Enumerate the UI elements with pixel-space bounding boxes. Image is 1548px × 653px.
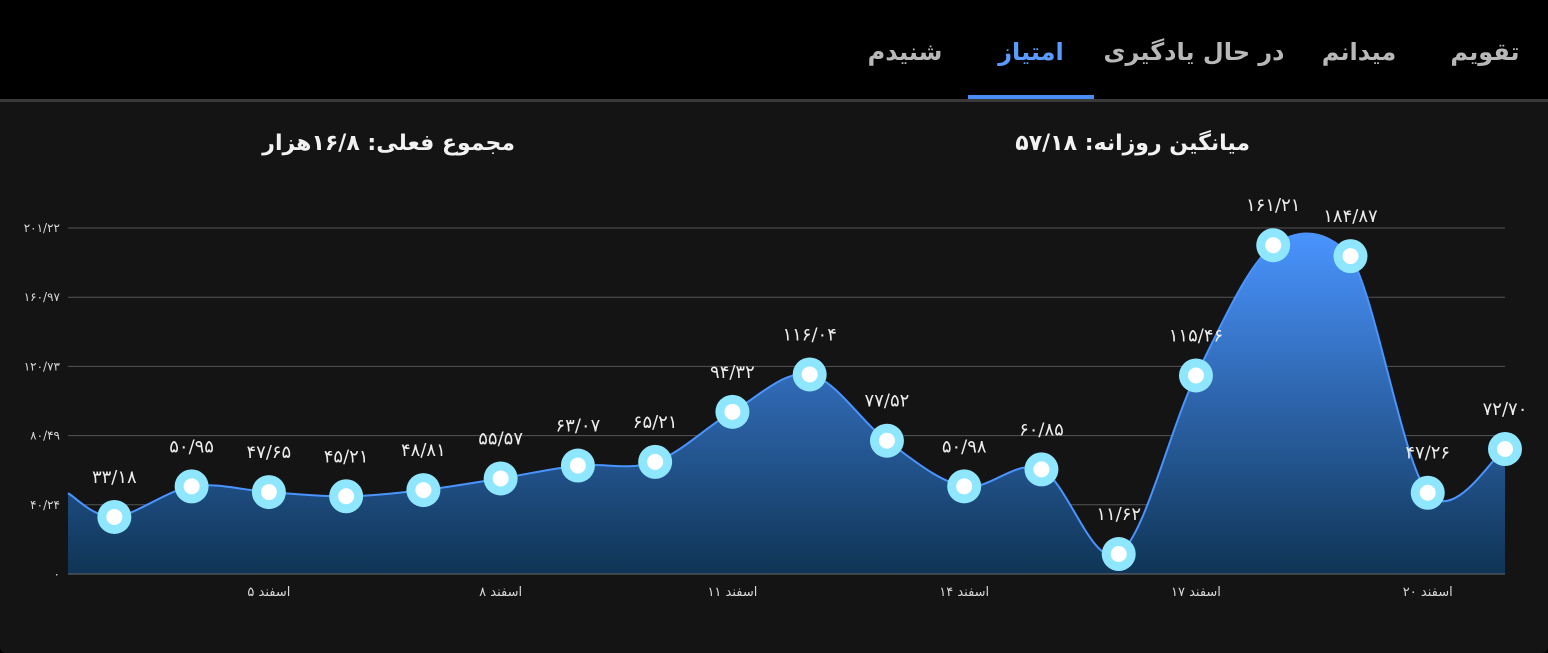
- data-point-marker-center: [183, 478, 200, 495]
- data-label: ۹۴/۳۲: [710, 362, 755, 383]
- data-point-marker-center: [878, 432, 895, 449]
- tab-divider: [0, 99, 1548, 102]
- data-label: ۱۱۵/۴۶: [1169, 325, 1223, 346]
- data-point-marker-center: [647, 453, 664, 470]
- data-label: ۵۰/۹۸: [942, 436, 987, 457]
- y-tick-label: ۱۲۰/۷۳: [24, 359, 61, 373]
- data-point-marker-center: [801, 366, 818, 383]
- data-label: ۷۷/۵۲: [865, 391, 910, 412]
- data-label: ۱۱/۶۲: [1096, 504, 1141, 525]
- data-label: ۷۲/۷۰: [1483, 399, 1528, 420]
- data-label: ۴۸/۸۱: [401, 440, 446, 461]
- y-tick-label: ۰: [54, 567, 60, 581]
- data-label: ۴۷/۶۵: [246, 442, 291, 463]
- data-point-marker-center: [1419, 484, 1436, 501]
- x-tick-label: ۵ اسفند: [247, 585, 290, 600]
- data-label: ۵۰/۹۵: [169, 436, 214, 457]
- data-point-marker-center: [956, 478, 973, 495]
- data-label: ۱۱۶/۰۴: [782, 324, 836, 345]
- data-label: ۵۵/۵۷: [478, 428, 523, 449]
- data-point-marker-center: [415, 482, 432, 499]
- data-label: ۱۶۱/۲۱: [1246, 195, 1300, 216]
- y-tick-label: ۴۰/۲۴: [30, 498, 60, 512]
- tab-heard[interactable]: شنیدم: [867, 38, 943, 66]
- active-tab-indicator: [968, 95, 1094, 99]
- data-point-marker-center: [1265, 237, 1282, 254]
- data-point-marker-center: [1342, 248, 1359, 265]
- score-line: [67, 232, 1506, 557]
- data-point-marker-center: [1110, 546, 1127, 563]
- data-point-marker-center: [492, 470, 509, 487]
- score-area: [68, 233, 1505, 574]
- data-label: ۱۸۴/۸۷: [1323, 206, 1378, 227]
- data-point-marker-center: [338, 488, 355, 505]
- x-tick-label: ۸ اسفند: [479, 585, 522, 600]
- data-point-marker-center: [106, 508, 123, 525]
- data-point-marker-center: [724, 403, 741, 420]
- daily-average-stat: میانگین روزانه: ۵۷/۱۸: [1015, 131, 1250, 156]
- data-point-marker-center: [569, 457, 586, 474]
- x-tick-label: ۲۰ اسفند: [1403, 585, 1453, 600]
- data-point-marker-center: [1187, 367, 1204, 384]
- x-tick-label: ۱۴ اسفند: [939, 585, 989, 600]
- y-tick-label: ۲۰۱/۲۲: [24, 221, 60, 235]
- x-tick-label: ۱۷ اسفند: [1171, 585, 1221, 600]
- data-point-marker-center: [260, 484, 277, 501]
- data-label: ۳۳/۱۸: [92, 467, 137, 488]
- data-point-marker-center: [1033, 461, 1050, 478]
- y-tick-label: ۸۰/۴۹: [30, 429, 60, 443]
- data-label: ۴۷/۲۶: [1405, 443, 1450, 464]
- x-tick-label: ۱۱ اسفند: [707, 585, 757, 600]
- tab-calendar[interactable]: تقویم: [1450, 38, 1520, 66]
- data-label: ۶۳/۰۷: [556, 416, 601, 437]
- tab-known[interactable]: میدانم: [1321, 38, 1397, 66]
- data-label: ۶۵/۲۱: [633, 412, 678, 433]
- tab-learning[interactable]: در حال یادگیری: [1103, 38, 1285, 66]
- tab-score[interactable]: امتیاز: [998, 38, 1064, 66]
- tab-bar: تقویم میدانم در حال یادگیری امتیاز شنیدم: [0, 0, 1548, 100]
- data-label: ۴۵/۲۱: [324, 446, 369, 467]
- y-tick-label: ۱۶۰/۹۷: [24, 290, 61, 304]
- data-label: ۶۰/۸۵: [1019, 419, 1064, 440]
- current-total-stat: مجموع فعلی: ۱۶/۸هزار: [262, 131, 515, 156]
- data-point-marker-center: [1497, 440, 1513, 457]
